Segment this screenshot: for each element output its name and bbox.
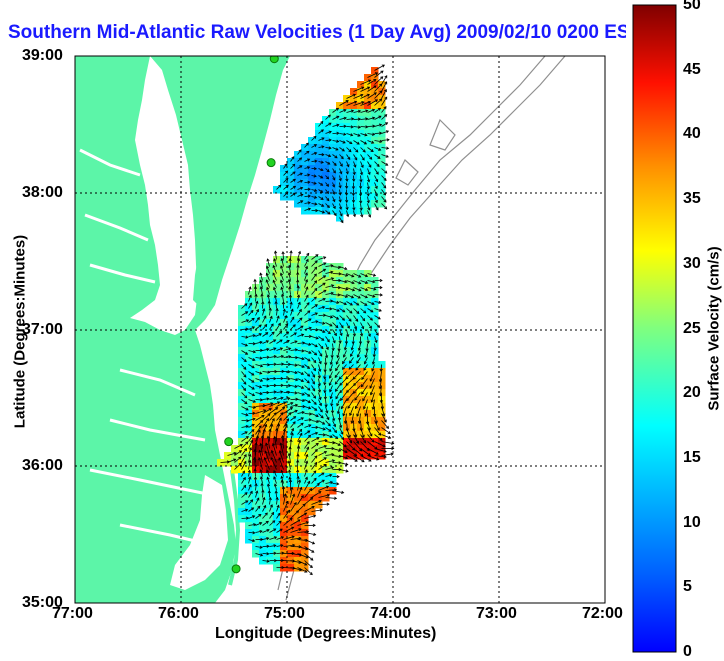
radar-station-marker — [225, 438, 233, 446]
lat-tick-label: 38:00 — [22, 184, 63, 202]
lat-tick-label: 36:00 — [22, 457, 63, 475]
colorbar-tick-label: 15 — [683, 449, 701, 467]
colorbar-tick-label: 50 — [683, 0, 701, 14]
y-axis-title: Latitude (Degrees:Minutes) — [12, 212, 29, 452]
colorbar-tick-label: 45 — [683, 61, 701, 79]
x-axis-title: Longitude (Degrees:Minutes) — [215, 625, 436, 643]
lon-tick-label: 77:00 — [52, 605, 93, 623]
lon-tick-label: 74:00 — [370, 605, 411, 623]
colorbar-tick-label: 5 — [683, 578, 692, 596]
lon-tick-label: 73:00 — [476, 605, 517, 623]
colorbar-tick-label: 20 — [683, 384, 701, 402]
colorbar-tick-label: 10 — [683, 514, 701, 532]
colorbar-tick-label: 0 — [683, 643, 692, 661]
radar-station-marker — [267, 159, 275, 167]
colorbar-tick-label: 25 — [683, 320, 701, 338]
colorbar-tick-label: 40 — [683, 125, 701, 143]
lon-tick-label: 76:00 — [158, 605, 199, 623]
lat-tick-label: 39:00 — [22, 47, 63, 65]
lon-tick-label: 75:00 — [264, 605, 305, 623]
lon-tick-label: 72:00 — [582, 605, 623, 623]
colorbar-tick-label: 30 — [683, 255, 701, 273]
colorbar-title: Surface Velocity (cm/s) — [706, 209, 723, 449]
radar-station-marker — [232, 565, 240, 573]
colorbar — [633, 5, 676, 652]
colorbar-tick-label: 35 — [683, 190, 701, 208]
